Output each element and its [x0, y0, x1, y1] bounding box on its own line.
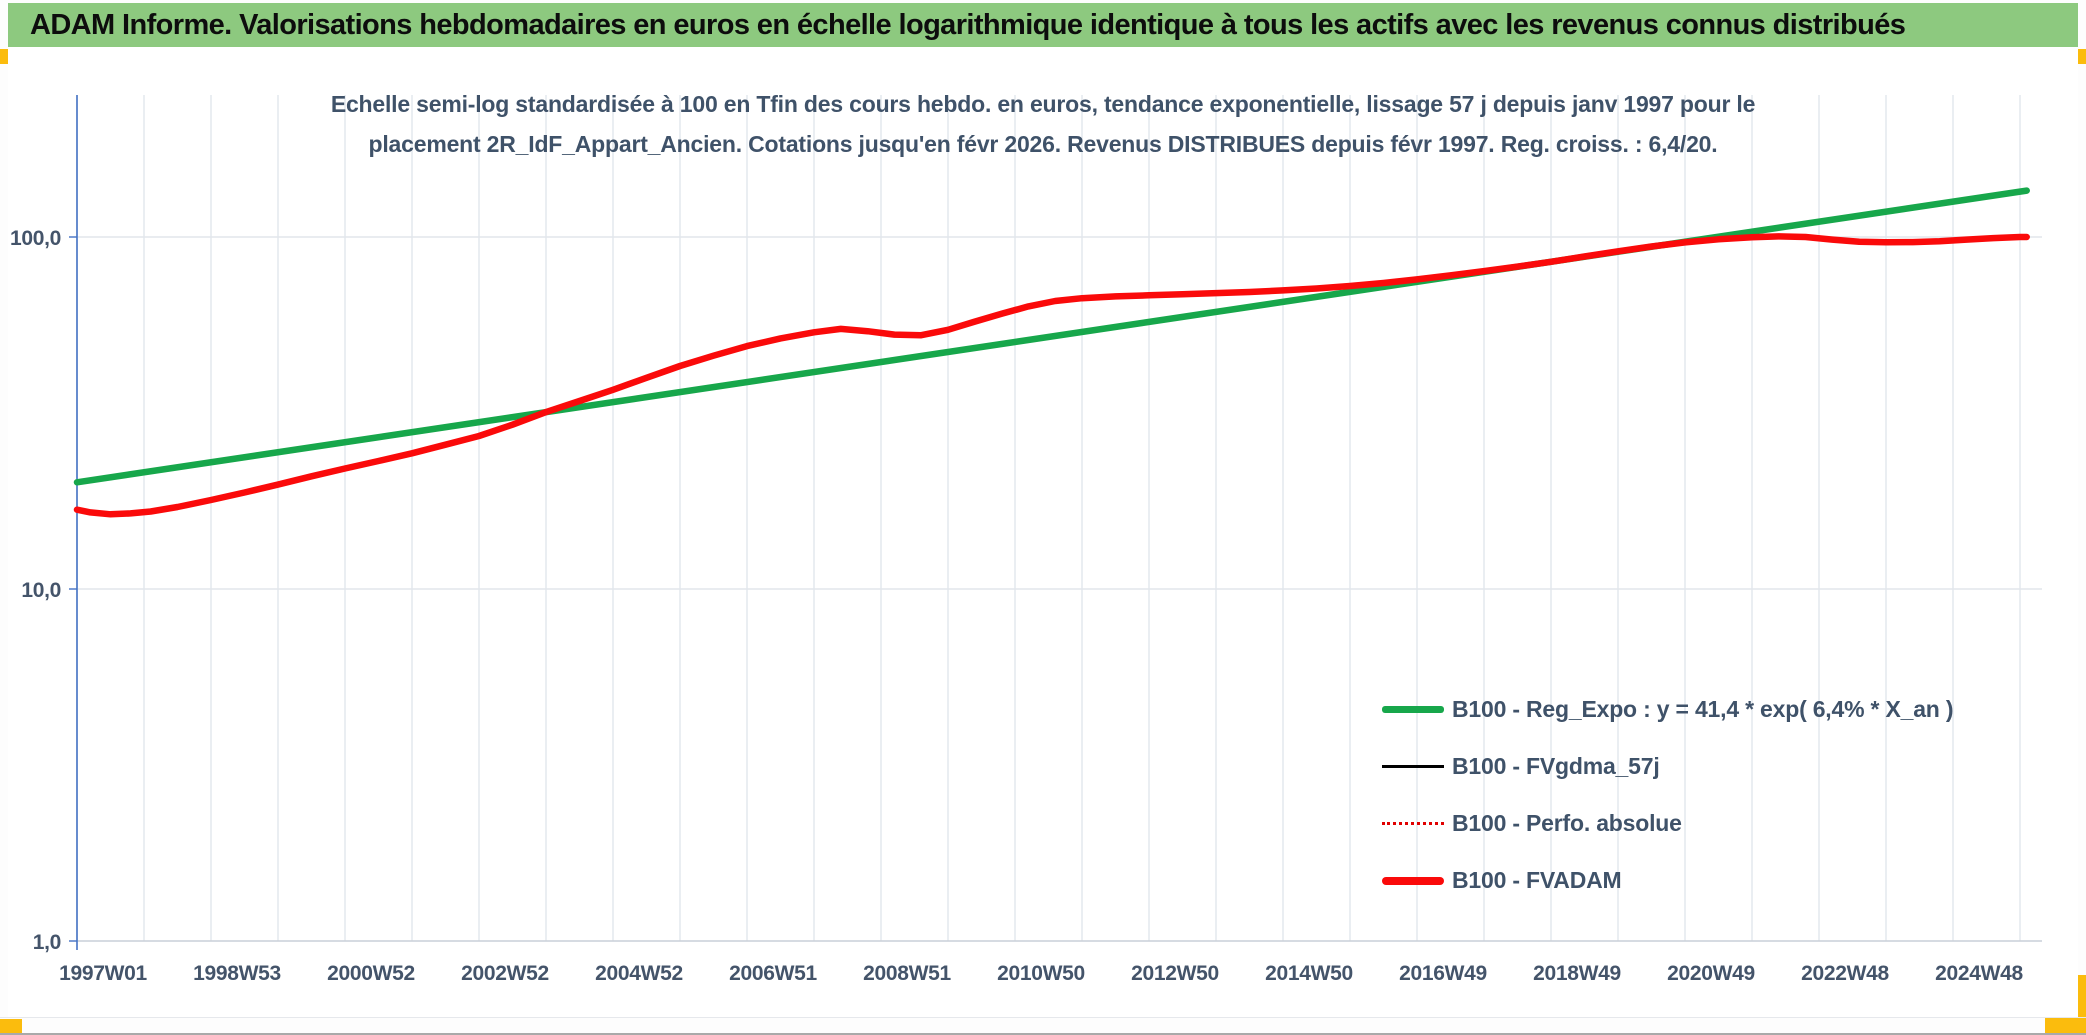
- selection-handle-bottom-right[interactable]: [2045, 1018, 2086, 1033]
- chart-title-line1: Echelle semi-log standardisée à 100 en T…: [330, 91, 1756, 117]
- x-tick-label[interactable]: 2012W50: [1131, 962, 1219, 985]
- x-tick-label[interactable]: 2024W48: [1935, 962, 2024, 985]
- y-tick-label[interactable]: 10,0: [21, 579, 61, 602]
- selection-handle-bottom-left[interactable]: [0, 1019, 22, 1033]
- axis-tick-labels: 1997W01 1998W53 2000W52 2002W52 2004W52 2006W…: [10, 227, 2024, 985]
- x-tick-label[interactable]: 2004W52: [595, 962, 683, 985]
- green-line-swatch-icon: [1382, 706, 1444, 713]
- page-title: ADAM Informe. Valorisations hebdomadaire…: [30, 8, 1906, 41]
- series-b100-perfo-absolue[interactable]: [76, 235, 2028, 516]
- series-b100-reg-expo[interactable]: [73, 187, 2030, 486]
- series-b100-fvadam[interactable]: [73, 233, 2030, 518]
- title-bar: ADAM Informe. Valorisations hebdomadaire…: [8, 3, 2078, 47]
- legend-label: B100 - FVADAM: [1452, 867, 1622, 893]
- x-tick-label[interactable]: 1998W53: [193, 962, 281, 985]
- x-tick-label[interactable]: 2008W51: [863, 962, 952, 985]
- chart-panel: [8, 47, 2078, 1017]
- x-tick-label[interactable]: 2000W52: [327, 962, 415, 985]
- x-tick-label[interactable]: 2016W49: [1399, 962, 1487, 985]
- legend-item-fvgdma[interactable]: B100 - FVgdma_57j: [1382, 738, 1953, 795]
- x-tick-label[interactable]: 2006W51: [729, 962, 818, 985]
- x-tick-label[interactable]: 2010W50: [997, 962, 1085, 985]
- y-tick-label[interactable]: 1,0: [33, 931, 62, 954]
- legend-item-perfo-absolue[interactable]: B100 - Perfo. absolue: [1382, 795, 1953, 852]
- legend-label: B100 - FVgdma_57j: [1452, 753, 1660, 779]
- series-lines[interactable]: [73, 187, 2030, 518]
- legend-item-reg-expo[interactable]: B100 - Reg_Expo : y = 41,4 * exp( 6,4% *…: [1382, 681, 1953, 738]
- legend-label: B100 - Reg_Expo : y = 41,4 * exp( 6,4% *…: [1452, 696, 1954, 722]
- x-tick-label[interactable]: 2002W52: [461, 962, 549, 985]
- black-line-swatch-icon: [1382, 765, 1444, 768]
- legend-label: B100 - Perfo. absolue: [1452, 810, 1682, 836]
- x-tick-label[interactable]: 2014W50: [1265, 962, 1353, 985]
- series-b100-fvgdma-57j[interactable]: [75, 235, 2028, 516]
- x-tick-label[interactable]: 2022W48: [1801, 962, 1890, 985]
- red-dotted-line-swatch-icon: [1382, 822, 1444, 825]
- panel-bottom-divider: [0, 1017, 2086, 1018]
- x-tick-label[interactable]: 1997W01: [59, 962, 148, 985]
- x-tick-label[interactable]: 2020W49: [1667, 962, 1755, 985]
- y-tick-label[interactable]: 100,0: [10, 227, 61, 250]
- x-tick-label[interactable]: 2018W49: [1533, 962, 1621, 985]
- chart-legend: B100 - Reg_Expo : y = 41,4 * exp( 6,4% *…: [1382, 681, 1953, 909]
- legend-item-fvadam[interactable]: B100 - FVADAM: [1382, 852, 1953, 909]
- chart-title-line2: placement 2R_IdF_Appart_Ancien. Cotation…: [368, 131, 1718, 157]
- chart-title[interactable]: Echelle semi-log standardisée à 100 en T…: [180, 84, 1906, 164]
- red-line-swatch-icon: [1382, 876, 1444, 885]
